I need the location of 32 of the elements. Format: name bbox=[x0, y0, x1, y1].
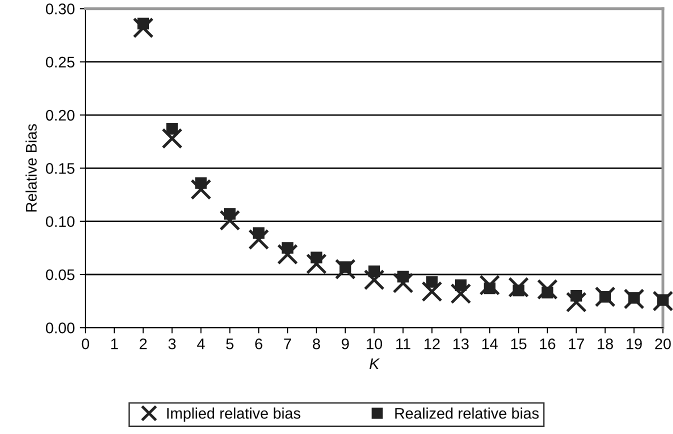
x-tick-label: 16 bbox=[540, 338, 556, 350]
y-axis-title: Relative Bias bbox=[26, 124, 37, 212]
x-tick-label: 9 bbox=[342, 338, 349, 350]
x-tick-label: 18 bbox=[598, 338, 613, 350]
y-tick-label: 0.20 bbox=[46, 110, 74, 121]
x-tick-label: 2 bbox=[140, 338, 147, 350]
y-tick-label: 0.00 bbox=[46, 322, 74, 334]
x-tick-label: 4 bbox=[197, 338, 205, 350]
legend-label: Implied relative bias bbox=[167, 408, 300, 422]
x-tick-label: 7 bbox=[284, 338, 292, 350]
y-tick-label: 0.25 bbox=[46, 56, 74, 68]
y-tick-label: 0.15 bbox=[46, 163, 74, 174]
x-tick-label: 5 bbox=[226, 338, 234, 350]
y-tick-label: 0.30 bbox=[46, 4, 74, 14]
x-tick-label: 14 bbox=[482, 338, 498, 350]
x-axis-title: K bbox=[370, 358, 380, 369]
x-tick-label: 15 bbox=[511, 338, 526, 350]
x-tick-label: 13 bbox=[453, 338, 469, 350]
x-tick-label: 8 bbox=[312, 338, 320, 350]
x-tick-label: 1 bbox=[111, 338, 118, 350]
legend-label: Realized relative bias bbox=[395, 408, 539, 419]
y-tick-label: 0.10 bbox=[46, 216, 74, 228]
x-tick-label: 11 bbox=[396, 338, 410, 350]
x-tick-label: 3 bbox=[168, 338, 176, 350]
x-tick-label: 6 bbox=[255, 338, 262, 350]
x-tick-label: 19 bbox=[626, 338, 642, 350]
y-tick-label: 0.05 bbox=[46, 269, 74, 280]
x-tick-label: 12 bbox=[424, 338, 440, 350]
x-tick-label: 10 bbox=[366, 338, 382, 350]
x-tick-label: 20 bbox=[655, 338, 671, 350]
x-tick-label: 0 bbox=[82, 338, 90, 350]
x-tick-label: 17 bbox=[568, 338, 584, 350]
